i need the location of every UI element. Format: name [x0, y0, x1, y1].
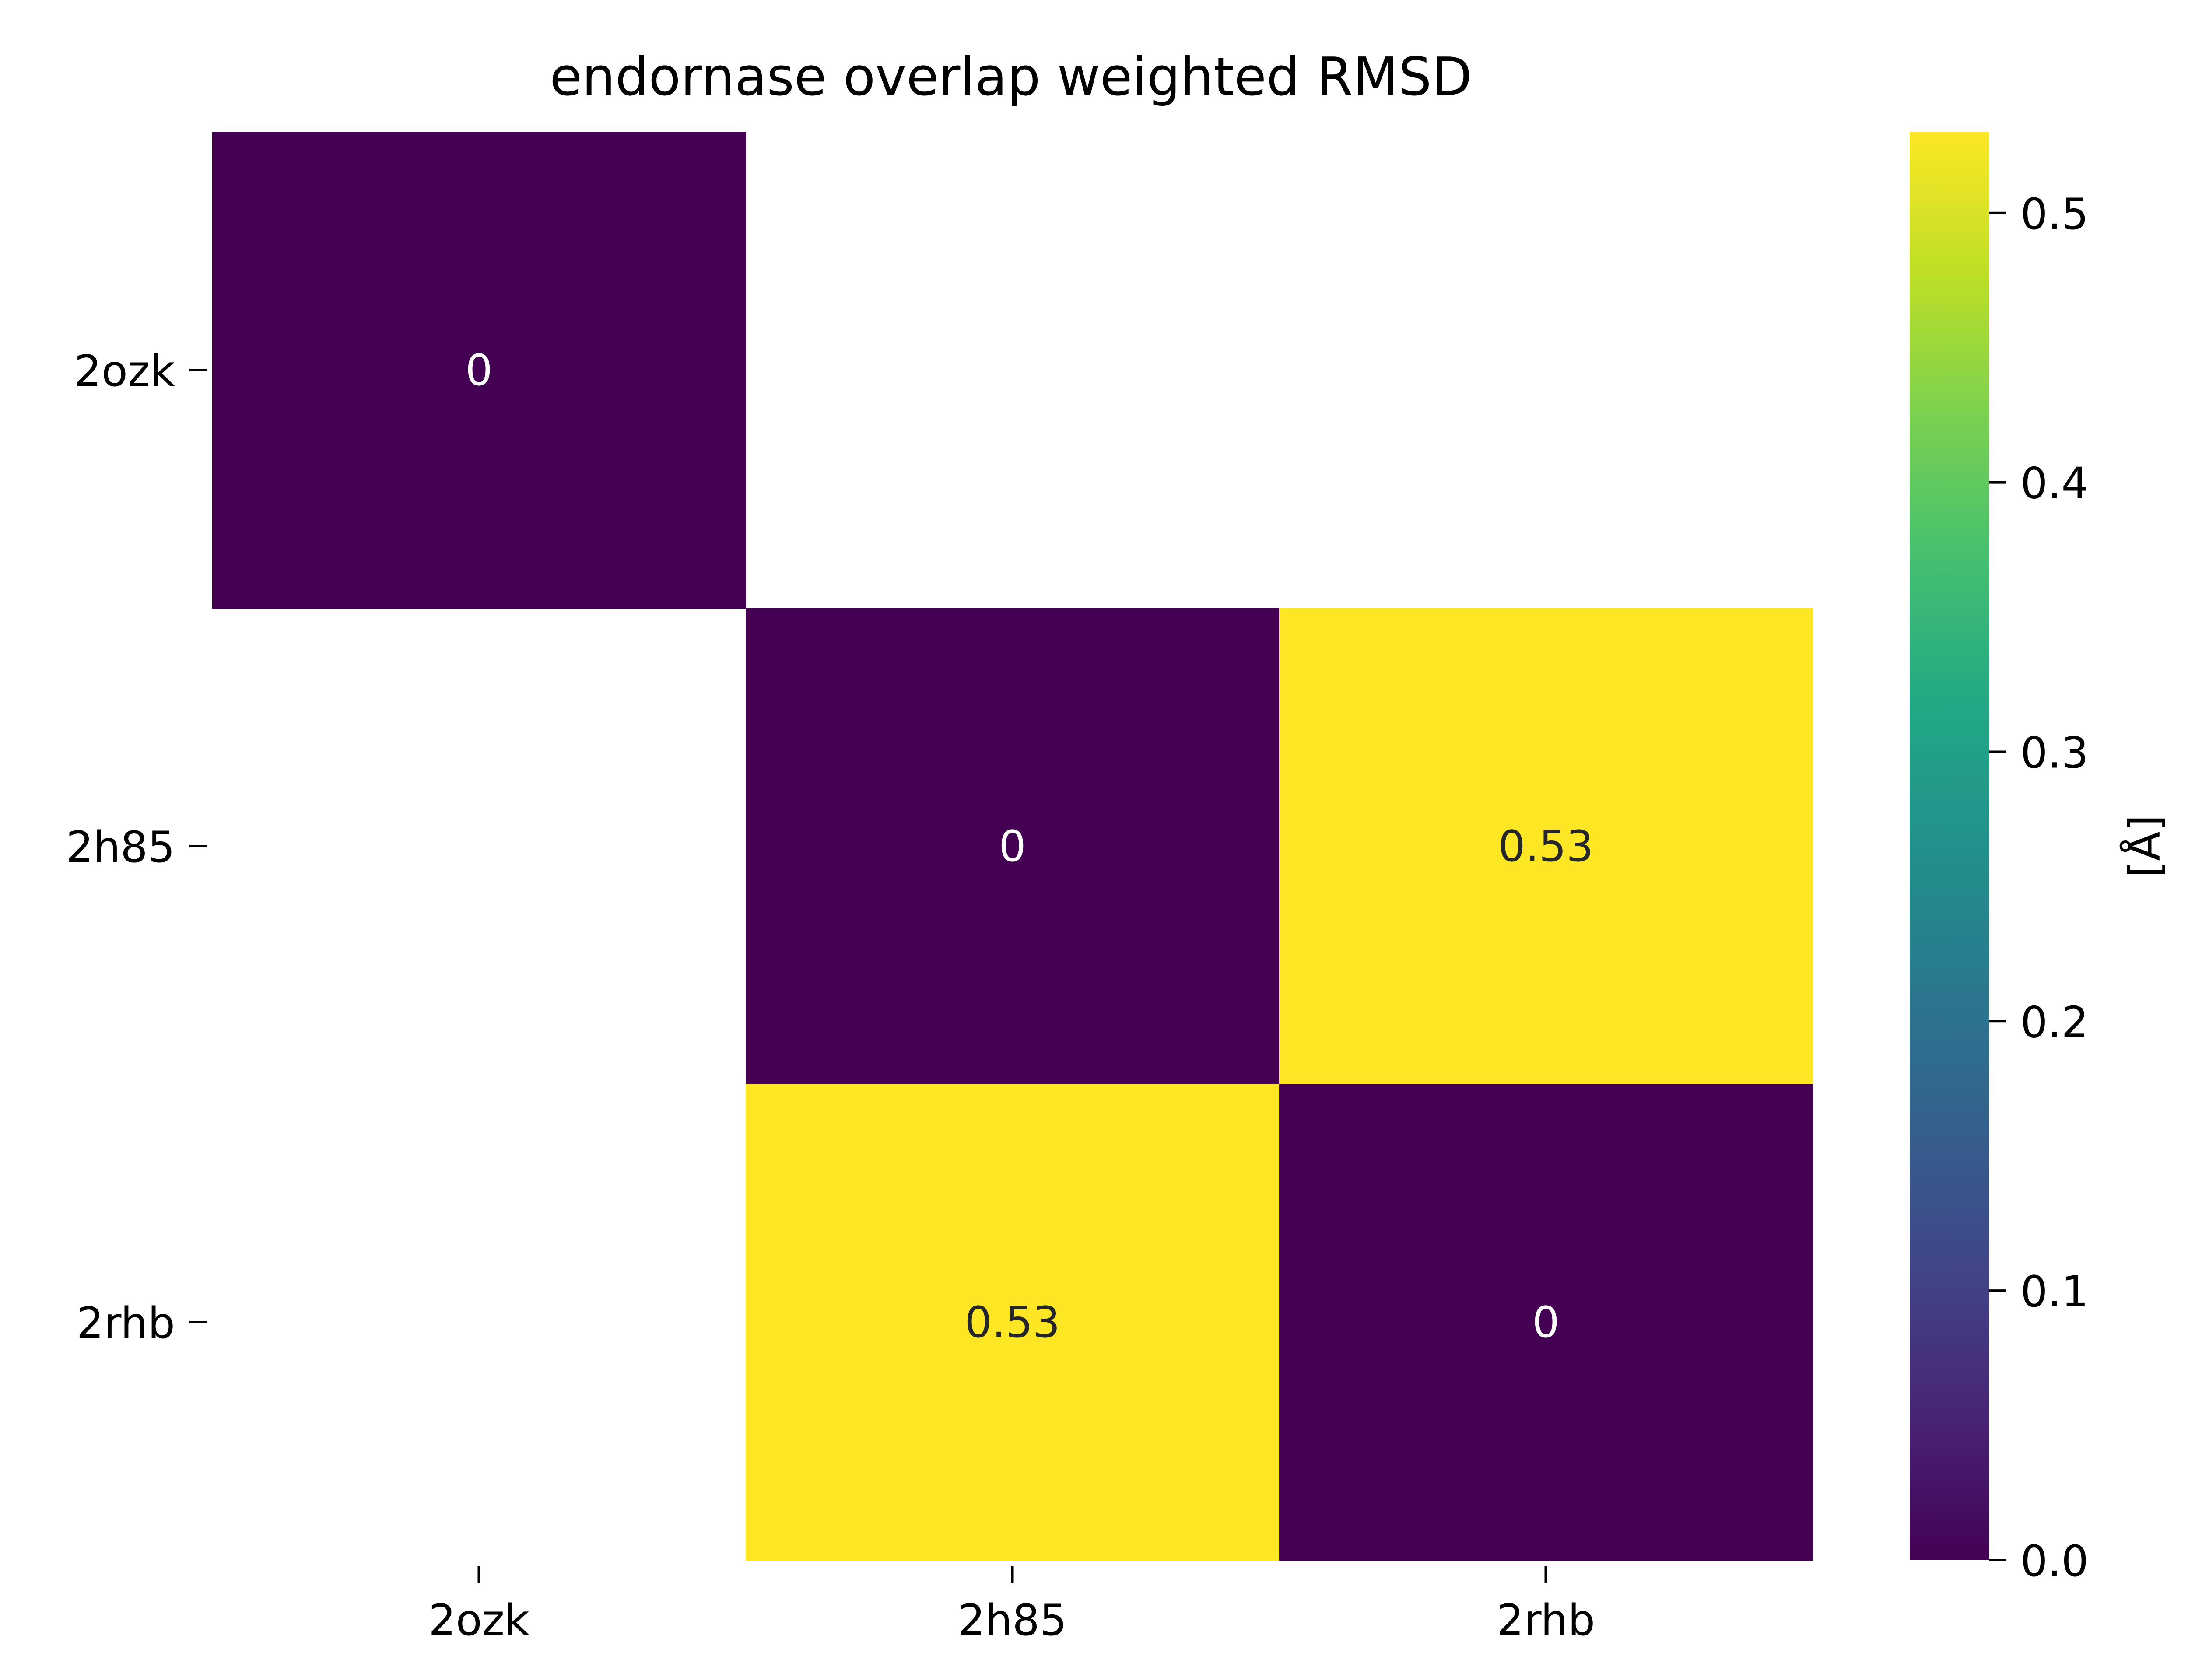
heatmap-cell-2rhb-2rhb: [1279, 1084, 1813, 1561]
x-tick-label: 2rhb: [1497, 1596, 1595, 1645]
heatmap-cell-2rhb-2h85: [746, 1084, 1280, 1561]
cell-value-label: 0: [999, 822, 1026, 872]
y-axis: 2ozk 2h85 2rhb: [66, 346, 207, 1348]
colorbar-tick-label: 0.5: [2020, 189, 2089, 239]
cell-value-label: 0: [1532, 1298, 1559, 1348]
colorbar-tick-label: 0.2: [2020, 998, 2089, 1047]
colorbar-label: [Å]: [2120, 815, 2170, 878]
colorbar: [1910, 132, 1989, 1560]
heatmap-cell-labels: 0 0 0.53 0.53 0: [465, 346, 1593, 1348]
y-tick-label: 2rhb: [77, 1298, 175, 1348]
heatmap-cell-2h85-2rhb: [1279, 608, 1813, 1085]
x-tick-label: 2h85: [958, 1596, 1067, 1645]
cell-value-label: 0.53: [964, 1298, 1060, 1348]
y-tick-label: 2ozk: [74, 346, 175, 396]
cell-value-label: 0: [465, 346, 492, 396]
colorbar-ticks: 0.0 0.1 0.2 0.3 0.4 0.5: [1989, 189, 2089, 1586]
x-tick-label: 2ozk: [428, 1596, 529, 1645]
colorbar-tick-label: 0.4: [2020, 459, 2089, 509]
x-axis: 2ozk 2h85 2rhb: [428, 1566, 1595, 1645]
colorbar-tick-label: 0.0: [2020, 1536, 2089, 1586]
heatmap-cells: [212, 132, 1813, 1561]
heatmap-cell-2h85-2h85: [746, 608, 1280, 1085]
chart-title: endornase overlap weighted RMSD: [550, 47, 1472, 108]
y-tick-label: 2h85: [66, 822, 175, 872]
colorbar-tick-label: 0.3: [2020, 728, 2089, 778]
cell-value-label: 0.53: [1498, 822, 1593, 872]
heatmap-cell-2ozk-2ozk: [212, 132, 746, 609]
colorbar-tick-label: 0.1: [2020, 1267, 2089, 1317]
